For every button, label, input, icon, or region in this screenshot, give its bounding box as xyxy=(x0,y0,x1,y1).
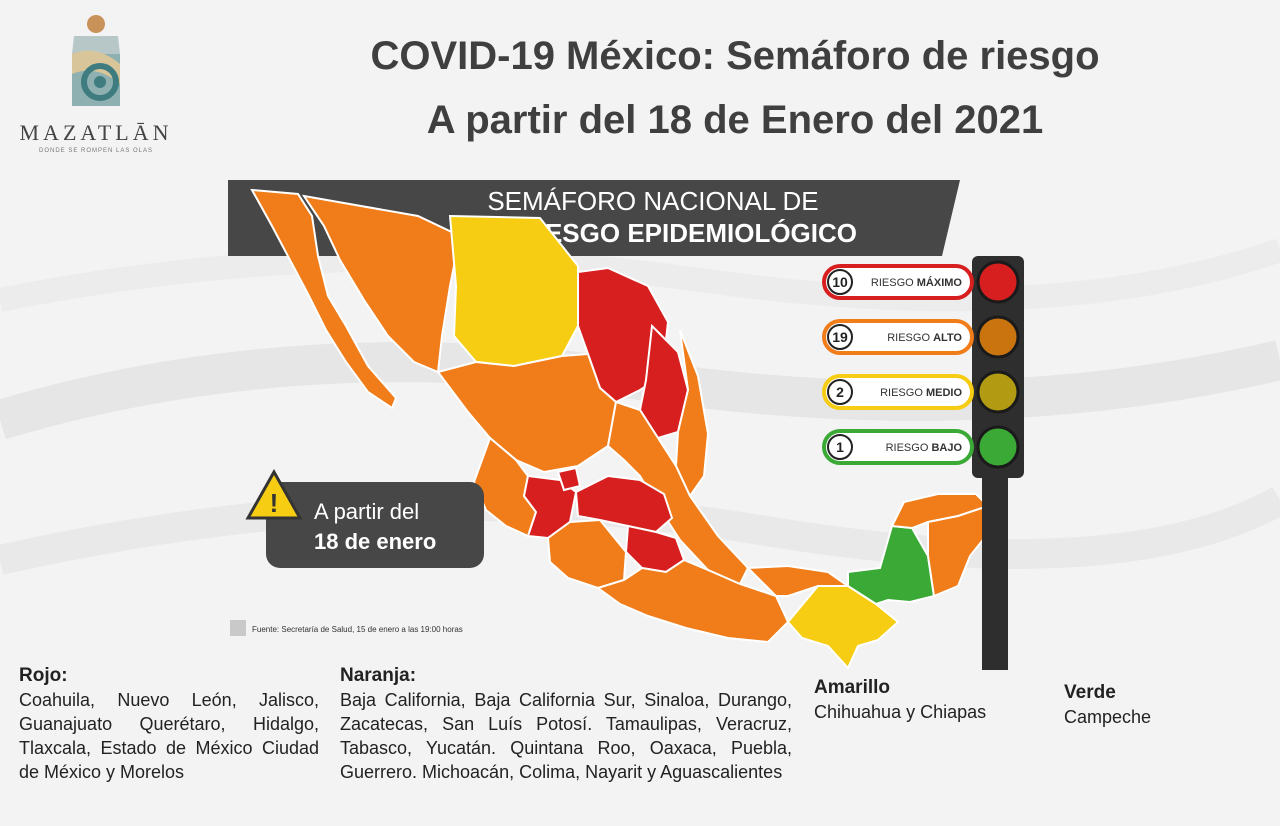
legend-verde-text: Campeche xyxy=(1064,707,1152,727)
mazatlan-logo: MAZATLĀN DONDE SE ROMPEN LAS OLAS xyxy=(18,14,174,174)
traffic-light-lamp xyxy=(976,260,1020,304)
warning-icon xyxy=(245,468,303,520)
traffic-light-lamp xyxy=(976,425,1020,469)
risk-level-count: 19 xyxy=(832,329,848,345)
risk-level-label: RIESGO MEDIO xyxy=(880,387,962,399)
legend-verde: Verde Campeche xyxy=(1064,681,1244,729)
source-note: Fuente: Secretaría de Salud, 15 de enero… xyxy=(252,625,463,634)
risk-level-pill xyxy=(822,429,974,465)
legend-rojo-heading: Rojo: xyxy=(19,665,68,686)
header-line2: RIESGO EPIDEMIOLÓGICO xyxy=(519,218,857,248)
legend-amarillo: Amarillo Chihuahua y Chiapas xyxy=(814,676,1044,724)
mexico-map xyxy=(250,188,990,670)
risk-level-label: RIESGO ALTO xyxy=(887,332,962,344)
source-marker xyxy=(230,620,246,636)
semaforo-poster: SEMÁFORO NACIONAL DE RIESGO EPIDEMIOLÓGI… xyxy=(228,180,1024,670)
risk-level-count-badge xyxy=(827,434,853,460)
legend-naranja: Naranja: Baja California, Baja Californi… xyxy=(340,664,792,784)
risk-level-label: RIESGO MÁXIMO xyxy=(871,276,963,289)
legend-verde-heading: Verde xyxy=(1064,682,1116,703)
risk-level-row: 19 RIESGO ALTO xyxy=(822,315,1020,359)
traffic-light-lamp xyxy=(976,370,1020,414)
risk-level-count-badge xyxy=(827,269,853,295)
risk-level-pill xyxy=(822,264,974,300)
start-date-line1: A partir del xyxy=(314,499,419,524)
legend-amarillo-heading: Amarillo xyxy=(814,677,891,698)
traffic-light-pole xyxy=(982,476,1008,670)
risk-level-count: 10 xyxy=(832,274,848,290)
traffic-light-lamp xyxy=(976,315,1020,359)
logo-name: MAZATLĀN xyxy=(19,120,173,145)
risk-level-count: 2 xyxy=(836,384,844,400)
risk-level-row: 10 RIESGO MÁXIMO xyxy=(822,260,1020,304)
svg-text:!: ! xyxy=(270,488,279,518)
legend-rojo: Rojo: Coahuila, Nuevo León, Jalisco, Gua… xyxy=(19,664,319,784)
header-line1: SEMÁFORO NACIONAL DE xyxy=(487,186,818,216)
traffic-light: 10 RIESGO MÁXIMO 19 RIESGO ALTO 2 RIESGO MEDI… xyxy=(822,256,1024,670)
risk-level-row: 1 RIESGO BAJO xyxy=(822,425,1020,469)
start-date-callout: ! A partir del 18 de enero xyxy=(245,468,484,568)
risk-level-label: RIESGO BAJO xyxy=(886,442,963,454)
risk-level-count: 1 xyxy=(836,439,844,455)
start-date-line2: 18 de enero xyxy=(314,529,436,554)
page-title: COVID-19 México: Semáforo de riesgo xyxy=(370,34,1100,78)
legend-rojo-text: Coahuila, Nuevo León, Jalisco, Guanajuat… xyxy=(19,690,319,782)
risk-level-count-badge xyxy=(827,379,853,405)
page-subtitle: A partir del 18 de Enero del 2021 xyxy=(426,98,1044,142)
risk-level-pill xyxy=(822,374,974,410)
legend-naranja-heading: Naranja: xyxy=(340,665,417,686)
logo-tagline: DONDE SE ROMPEN LAS OLAS xyxy=(38,148,154,154)
traffic-light-housing xyxy=(972,256,1024,478)
risk-level-count-badge xyxy=(827,324,853,350)
risk-level-pill xyxy=(822,319,974,355)
legend-amarillo-text: Chihuahua y Chiapas xyxy=(814,702,987,722)
legend-naranja-text: Baja California, Baja California Sur, Si… xyxy=(340,690,792,782)
mazatlan-emblem-icon xyxy=(72,15,120,106)
risk-level-row: 2 RIESGO MEDIO xyxy=(822,370,1020,414)
